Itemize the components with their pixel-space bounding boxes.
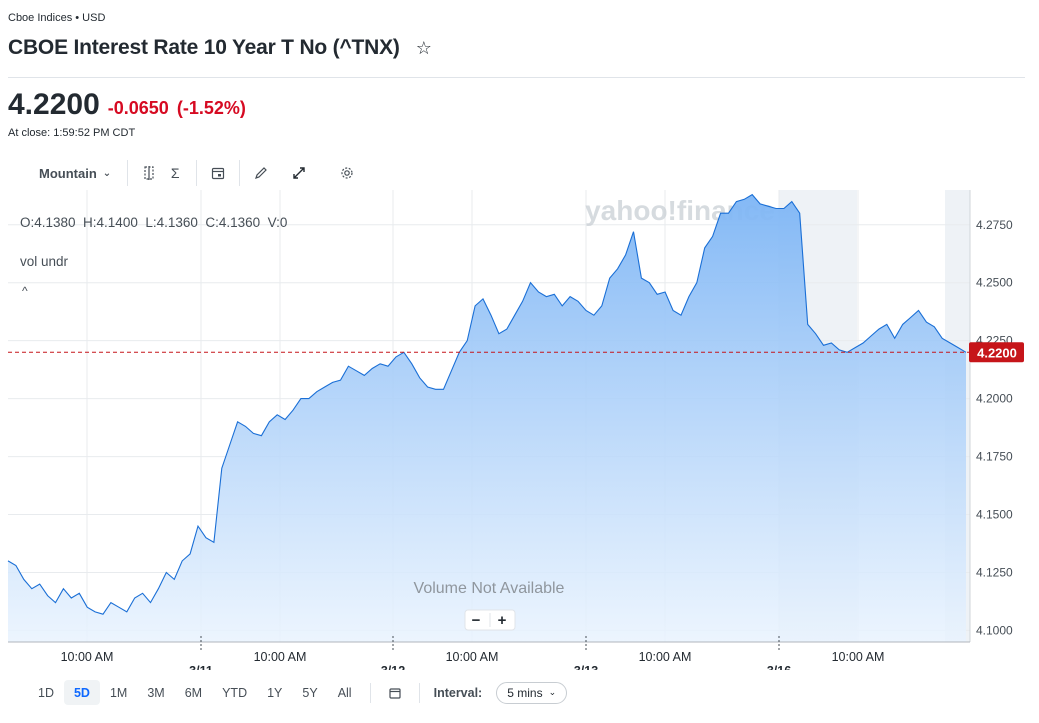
- events-calendar-icon[interactable]: [205, 158, 231, 188]
- range-selector: 1D 5D 1M 3M 6M YTD 1Y 5Y All Interval: 5 mins ⌄: [28, 680, 568, 705]
- x-tick-label: 10:00 AM: [446, 650, 499, 664]
- price-area: [8, 194, 966, 642]
- draw-pencil-icon[interactable]: [248, 158, 274, 188]
- title-row: CBOE Interest Rate 10 Year T No (^TNX) ☆: [8, 36, 432, 60]
- chart-toolbar: Mountain ⌄ Σ: [30, 158, 360, 188]
- x-tick-label: 10:00 AM: [832, 650, 885, 664]
- range-button-5d[interactable]: 5D: [63, 680, 100, 705]
- volume-unavailable: Volume Not Available: [414, 580, 565, 597]
- volume-study-label[interactable]: vol undr: [20, 254, 69, 269]
- interval-label: Interval:: [433, 685, 483, 700]
- x-tick-label: 10:00 AM: [254, 650, 307, 664]
- price: 4.2200: [8, 88, 100, 121]
- interval-value: 5 mins: [507, 685, 543, 700]
- y-tick-label: 4.1250: [976, 565, 1013, 579]
- range-separator: [418, 682, 420, 703]
- header-divider: [8, 77, 1025, 78]
- zoom-out-button[interactable]: −: [472, 612, 481, 629]
- collapse-caret-icon[interactable]: ^: [22, 284, 28, 298]
- price-chart[interactable]: yahoo!finance 4.2750 4.2500 4.2250 4.2000 4.…: [0, 190, 1039, 670]
- page-title: CBOE Interest Rate 10 Year T No (^TNX): [8, 36, 400, 59]
- y-tick-label: 4.1750: [976, 450, 1013, 464]
- ohlc-readout: O:4.1380 H:4.1400 L:4.1360 C:4.1360 V:0: [20, 215, 288, 230]
- x-tick-label: 3/12: [381, 664, 405, 670]
- range-button-6m[interactable]: 6M: [184, 685, 203, 700]
- exchange-label: Cboe Indices • USD: [8, 12, 106, 24]
- chart-svg: yahoo!finance 4.27504.25004.22504.20004.…: [7, 190, 1024, 670]
- x-tick-label: 3/11: [189, 664, 213, 670]
- range-button-1d[interactable]: 1D: [38, 685, 54, 700]
- range-button-all[interactable]: All: [337, 685, 352, 700]
- range-buttons: 1D 5D 1M 3M 6M YTD 1Y 5Y All: [28, 680, 362, 705]
- y-tick-label: 4.1500: [976, 508, 1013, 522]
- chart-type-label: Mountain: [39, 165, 97, 181]
- y-tick-label: 4.2500: [976, 276, 1013, 290]
- range-button-1y[interactable]: 1Y: [267, 685, 283, 700]
- settings-gear-icon[interactable]: [334, 158, 360, 188]
- zoom-controls: − +: [464, 609, 516, 631]
- price-change-percent: (-1.52%): [176, 98, 246, 118]
- x-tick-label: 3/13: [574, 664, 598, 670]
- toolbar-separator: [196, 160, 198, 186]
- range-separator: [369, 682, 371, 703]
- current-price-marker: 4.2200: [969, 342, 1024, 363]
- x-tick-label: 3/16: [767, 664, 791, 670]
- chevron-down-icon: ⌄: [102, 167, 112, 179]
- close-time: At close: 1:59:52 PM CDT: [8, 127, 136, 139]
- range-button-ytd[interactable]: YTD: [222, 685, 248, 700]
- current-price-label: 4.2200: [977, 345, 1017, 360]
- y-tick-label: 4.1000: [976, 623, 1013, 637]
- range-button-1m[interactable]: 1M: [109, 685, 128, 700]
- toolbar-separator: [127, 160, 129, 186]
- calendar-icon[interactable]: [379, 680, 411, 705]
- y-tick-label: 4.2750: [976, 218, 1013, 232]
- chevron-down-icon: ⌄: [548, 687, 557, 697]
- indicators-sigma-icon[interactable]: Σ: [170, 165, 180, 181]
- x-tick-label: 10:00 AM: [639, 650, 692, 664]
- compare-icon[interactable]: [136, 158, 162, 188]
- range-button-3m[interactable]: 3M: [147, 685, 165, 700]
- chart-type-dropdown[interactable]: Mountain ⌄: [30, 158, 119, 188]
- star-icon[interactable]: ☆: [415, 37, 432, 58]
- price-line: [7, 193, 967, 615]
- range-button-5y[interactable]: 5Y: [302, 685, 318, 700]
- y-tick-label: 4.2000: [976, 392, 1013, 406]
- x-tick-label: 10:00 AM: [61, 650, 114, 664]
- toolbar-separator: [239, 160, 241, 186]
- quote-row: 4.2200 -0.0650 (-1.52%): [8, 88, 246, 122]
- expand-icon[interactable]: [286, 158, 312, 188]
- interval-dropdown[interactable]: 5 mins ⌄: [496, 681, 568, 704]
- price-change: -0.0650: [107, 98, 169, 118]
- zoom-in-button[interactable]: +: [498, 612, 507, 629]
